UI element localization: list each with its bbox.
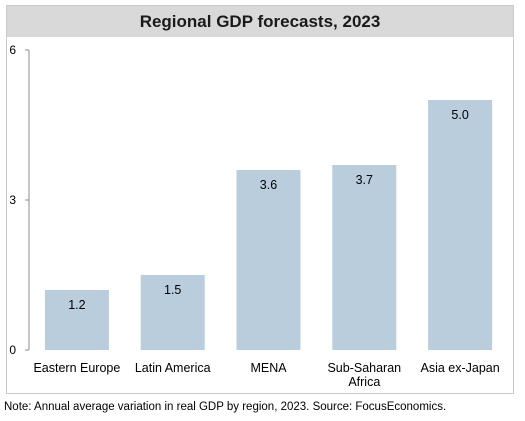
bar-value-label: 1.2 xyxy=(68,298,85,312)
bar xyxy=(332,165,397,350)
bar-value-label: 5.0 xyxy=(451,108,468,122)
bar xyxy=(44,290,109,350)
chart-title: Regional GDP forecasts, 2023 xyxy=(139,11,381,31)
bar-value-label: 3.6 xyxy=(260,178,277,192)
footnote: Note: Annual average variation in real G… xyxy=(4,401,447,413)
x-category-label: Latin America xyxy=(135,361,211,375)
x-category-label: Africa xyxy=(348,375,380,389)
bar xyxy=(236,170,301,350)
bar-value-label: 3.7 xyxy=(356,173,373,187)
x-category-label: MENA xyxy=(250,361,287,375)
x-category-label: Asia ex-Japan xyxy=(420,361,499,375)
bar xyxy=(140,275,205,350)
y-tick-label: 3 xyxy=(9,193,16,207)
bar-value-label: 1.5 xyxy=(164,283,181,297)
y-tick-label: 6 xyxy=(9,43,16,57)
title-bar: Regional GDP forecasts, 2023 xyxy=(7,6,513,37)
x-category-label: Eastern Europe xyxy=(33,361,120,375)
x-category-label: Sub-Saharan xyxy=(327,361,401,375)
bar xyxy=(428,100,493,350)
y-tick-label: 0 xyxy=(9,343,16,357)
